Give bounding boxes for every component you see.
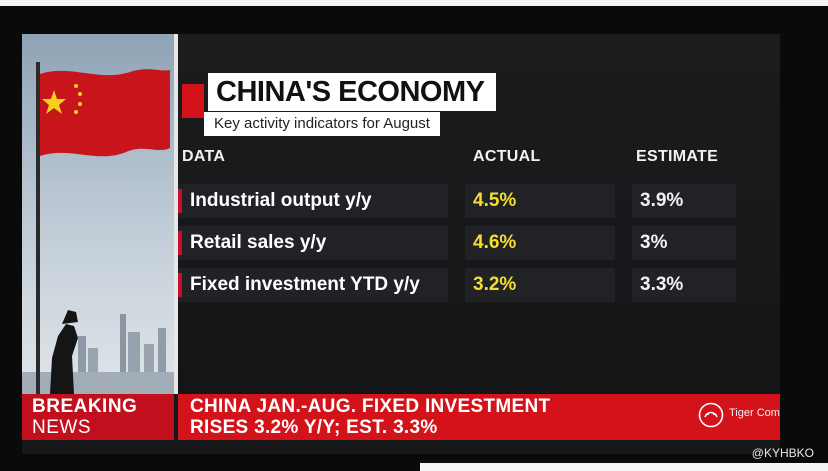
actual-value: 4.5% [473, 190, 517, 211]
row-label: Retail sales y/y [190, 232, 327, 253]
breaking-label: BREAKING [32, 396, 138, 417]
estimate-value: 3.3% [640, 274, 684, 295]
estimate-cell: 3.3% [632, 268, 736, 302]
headline-line-1: CHINA JAN.-AUG. FIXED INVESTMENT [190, 396, 551, 417]
estimate-cell: 3.9% [632, 184, 736, 218]
news-label: NEWS [32, 417, 91, 438]
label-cell: Retail sales y/y [178, 226, 448, 260]
actual-cell: 4.6% [465, 226, 615, 260]
actual-value: 4.6% [473, 232, 517, 253]
header-estimate: ESTIMATE [636, 148, 719, 165]
row-label: Industrial output y/y [190, 190, 372, 211]
tiger-community-logo-icon [698, 402, 724, 428]
city-skyline-icon [22, 310, 174, 394]
estimate-value: 3% [640, 232, 668, 253]
row-accent-bar [178, 189, 182, 213]
headline-ticker: CHINA JAN.-AUG. FIXED INVESTMENT RISES 3… [178, 394, 780, 440]
headline-line-2: RISES 3.2% Y/Y; EST. 3.3% [190, 417, 438, 438]
graphic-title: CHINA'S ECONOMY [208, 73, 497, 111]
actual-cell: 4.5% [465, 184, 615, 218]
row-accent-bar [178, 273, 182, 297]
row-accent-bar [178, 231, 182, 255]
top-strip [0, 0, 828, 6]
label-cell: Fixed investment YTD y/y [178, 268, 448, 302]
breaking-news-tag: BREAKING NEWS [22, 394, 174, 440]
header-data: DATA [182, 148, 226, 165]
row-label: Fixed investment YTD y/y [190, 274, 420, 295]
flagpole [36, 62, 40, 394]
actual-cell: 3.2% [465, 268, 615, 302]
estimate-value: 3.9% [640, 190, 684, 211]
bottom-strip [420, 463, 828, 471]
header-actual: ACTUAL [473, 148, 541, 165]
estimate-cell: 3% [632, 226, 736, 260]
title-accent-mark [182, 84, 204, 118]
label-cell: Industrial output y/y [178, 184, 448, 218]
broadcast-screen: CHINA'S ECONOMY Key activity indicators … [22, 34, 780, 454]
photo-divider [174, 34, 178, 394]
china-flag-icon [40, 69, 170, 157]
flag-photo [22, 34, 174, 394]
author-handle: @KYHBKO [751, 446, 814, 460]
graphic-subtitle: Key activity indicators for August [204, 112, 440, 136]
actual-value: 3.2% [473, 274, 517, 295]
watermark-text: Tiger Community [729, 407, 780, 419]
